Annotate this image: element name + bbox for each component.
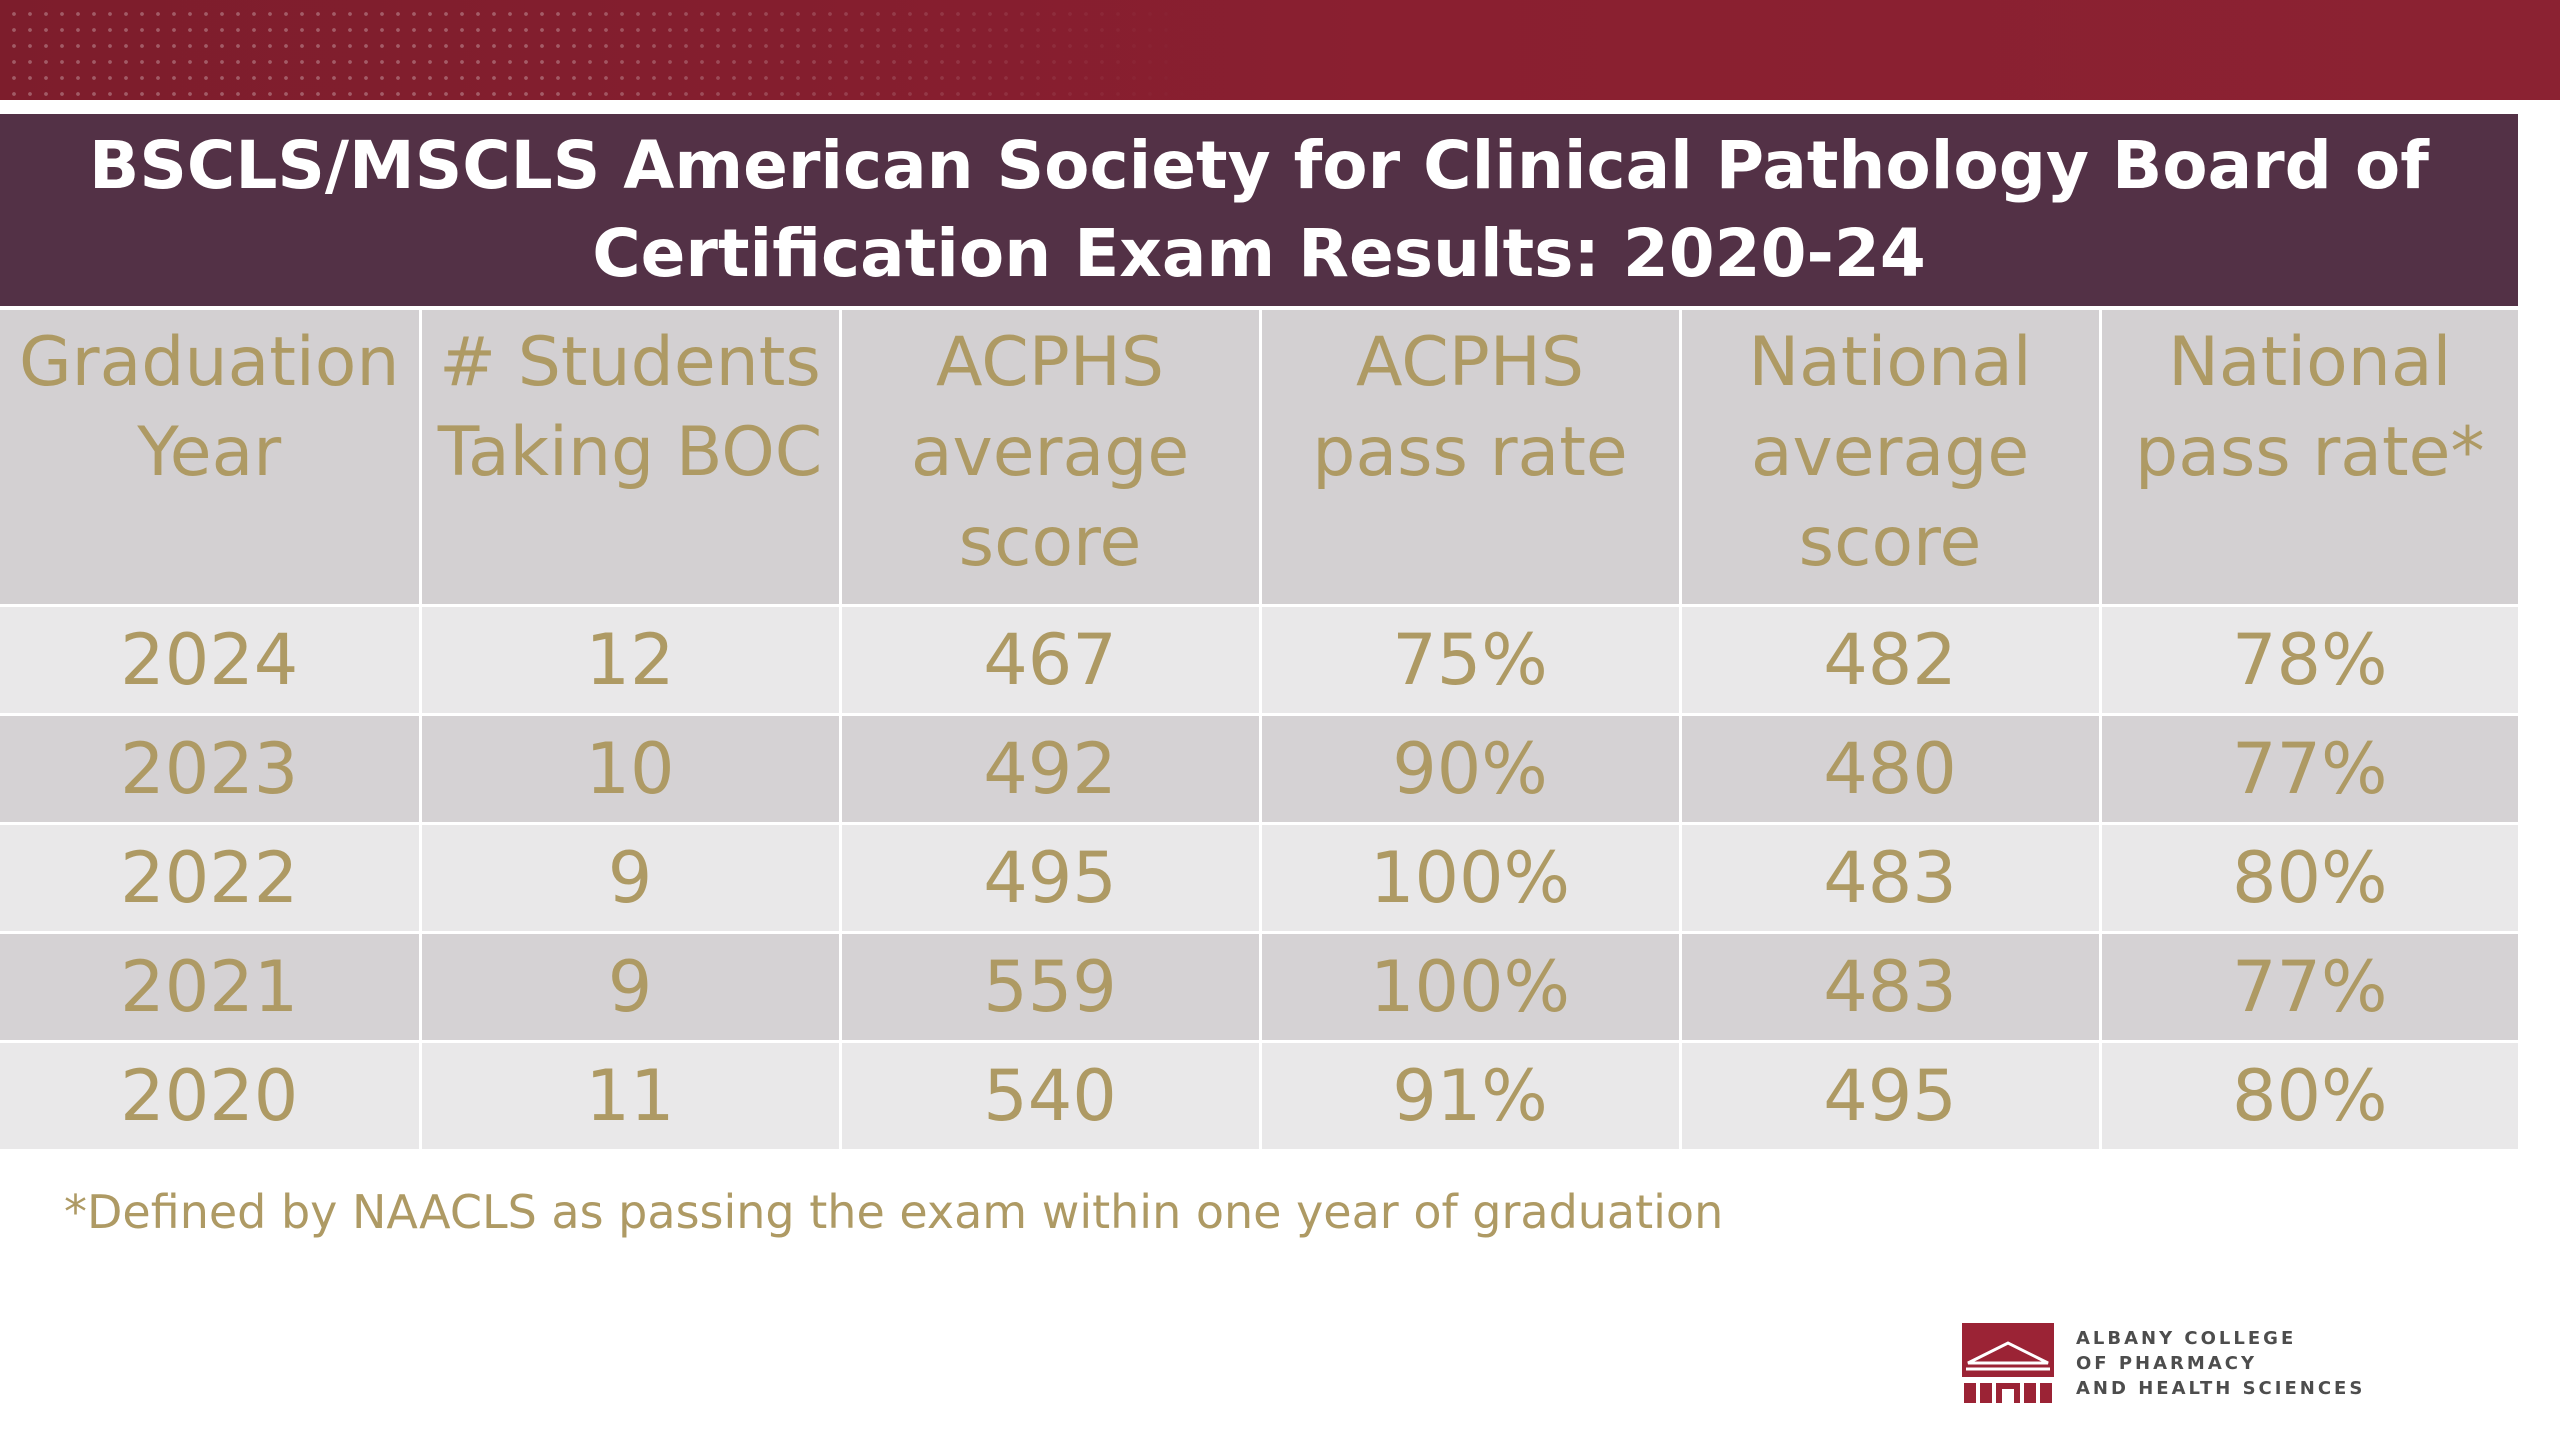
header-line: ACPHS [1355,323,1585,402]
college-name-line-2: OF PHARMACY [2076,1352,2257,1374]
header-national-pass-rate: National pass rate* [2100,310,2518,607]
cell-graduation-year: 2023 [0,714,422,825]
cell-students-taking-boc: 12 [420,605,842,716]
header-line: Graduation [18,323,400,402]
cell-students-taking-boc: 9 [420,823,842,934]
top-banner [0,0,2560,100]
cell-students-taking-boc: 10 [420,714,842,825]
cell-national-pass-rate: 80% [2100,1041,2518,1152]
cell-graduation-year: 2024 [0,605,422,716]
college-logo: ALBANY COLLEGE OF PHARMACY AND HEALTH SC… [1962,1323,2365,1403]
header-line: average [1750,413,2030,492]
table-row: 2022 9 495 100% 483 80% [0,823,2518,934]
header-line: National [2168,323,2452,402]
header-line: pass rate [1312,413,1628,492]
cell-students-taking-boc: 9 [420,932,842,1043]
results-table: Graduation Year # Students Taking BOC AC… [0,310,2518,1152]
cell-graduation-year: 2020 [0,1041,422,1152]
header-line: Year [137,413,282,492]
college-name-line-3: AND HEALTH SCIENCES [2076,1377,2366,1399]
college-building-logo-icon [1962,1323,2054,1403]
cell-acphs-pass-rate: 100% [1260,932,1682,1043]
header-line: score [1798,503,1982,582]
header-national-average-score: National average score [1680,310,2102,607]
college-name-line-1: ALBANY COLLEGE [2076,1327,2297,1349]
cell-acphs-average-score: 492 [840,714,1262,825]
cell-national-pass-rate: 77% [2100,932,2518,1043]
cell-national-average-score: 483 [1680,932,2102,1043]
cell-students-taking-boc: 11 [420,1041,842,1152]
header-line: Taking BOC [437,413,823,492]
cell-national-average-score: 480 [1680,714,2102,825]
cell-national-pass-rate: 80% [2100,823,2518,934]
cell-acphs-average-score: 540 [840,1041,1262,1152]
results-table-block: BSCLS/MSCLS American Society for Clinica… [0,114,2518,1152]
cell-acphs-average-score: 467 [840,605,1262,716]
table-title-line-1: BSCLS/MSCLS American Society for Clinica… [89,127,2429,204]
table-row: 2023 10 492 90% 480 77% [0,714,2518,825]
table-title: BSCLS/MSCLS American Society for Clinica… [0,114,2518,310]
table-header-row: Graduation Year # Students Taking BOC AC… [0,310,2518,607]
header-line: average [910,413,1190,492]
table-row: 2024 12 467 75% 482 78% [0,605,2518,716]
cell-national-average-score: 483 [1680,823,2102,934]
header-line: National [1748,323,2032,402]
header-line: # Students [439,323,821,402]
header-line: score [958,503,1142,582]
header-acphs-pass-rate: ACPHS pass rate [1260,310,1682,607]
header-acphs-average-score: ACPHS average score [840,310,1262,607]
header-graduation-year: Graduation Year [0,310,422,607]
header-students-taking-boc: # Students Taking BOC [420,310,842,607]
cell-graduation-year: 2021 [0,932,422,1043]
header-line: ACPHS [935,323,1165,402]
cell-national-pass-rate: 78% [2100,605,2518,716]
cell-acphs-average-score: 559 [840,932,1262,1043]
cell-acphs-pass-rate: 100% [1260,823,1682,934]
table-title-line-2: Certification Exam Results: 2020-24 [592,215,1926,292]
table-row: 2020 11 540 91% 495 80% [0,1041,2518,1152]
cell-graduation-year: 2022 [0,823,422,934]
cell-national-pass-rate: 77% [2100,714,2518,825]
cell-acphs-pass-rate: 75% [1260,605,1682,716]
header-line: pass rate* [2135,413,2485,492]
cell-acphs-pass-rate: 90% [1260,714,1682,825]
table-row: 2021 9 559 100% 483 77% [0,932,2518,1043]
cell-national-average-score: 495 [1680,1041,2102,1152]
cell-national-average-score: 482 [1680,605,2102,716]
footnote: *Defined by NAACLS as passing the exam w… [64,1185,1724,1239]
college-name: ALBANY COLLEGE OF PHARMACY AND HEALTH SC… [2076,1326,2365,1401]
cell-acphs-average-score: 495 [840,823,1262,934]
dot-pattern-decoration [0,0,1200,100]
cell-acphs-pass-rate: 91% [1260,1041,1682,1152]
